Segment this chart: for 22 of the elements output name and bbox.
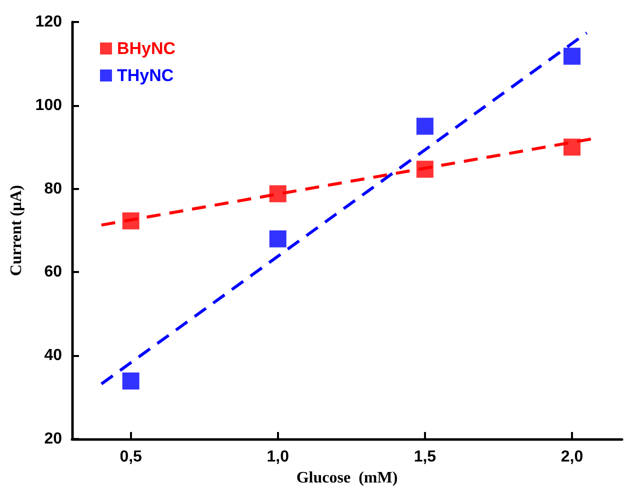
point xyxy=(122,372,140,390)
legend-label: BHyNC xyxy=(117,39,176,58)
point xyxy=(122,212,140,230)
point xyxy=(416,160,434,178)
point xyxy=(564,138,580,156)
x-tick-label: 1,0 xyxy=(266,448,290,466)
y-tick-label: 40 xyxy=(44,347,62,364)
x-axis-title: Glucose (mM) xyxy=(296,469,398,486)
point xyxy=(564,48,580,65)
point xyxy=(269,185,286,202)
y-axis-title: Current (μA) xyxy=(8,185,25,276)
x-tick-label: 1,5 xyxy=(414,448,436,466)
x-tick-label: 2,0 xyxy=(560,448,584,466)
y-tick-label: 60 xyxy=(44,264,62,281)
y-tick-label: 100 xyxy=(35,96,62,114)
legend-label: THyNC xyxy=(117,66,174,85)
point xyxy=(269,230,286,248)
y-tick-label: 120 xyxy=(35,14,62,30)
point xyxy=(416,118,434,135)
y-tick-label: 80 xyxy=(44,180,62,198)
x-tick-label: 0,5 xyxy=(120,448,142,466)
y-tick-label: 20 xyxy=(44,430,62,448)
